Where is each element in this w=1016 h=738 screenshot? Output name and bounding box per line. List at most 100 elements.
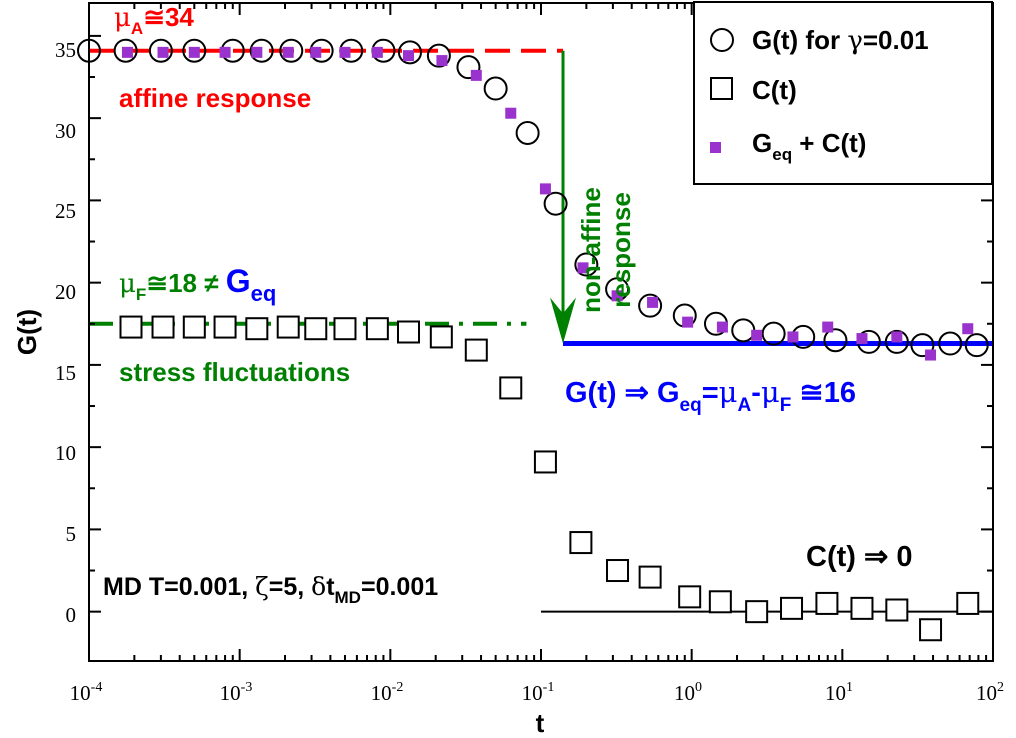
y-tick-labels: 0 5 10 15 20 25 30 35: [55, 38, 76, 627]
y-tick-label-30: 30: [55, 119, 76, 143]
geq-ct-point: [310, 46, 322, 58]
gt-point: [910, 333, 935, 358]
geq-ct-point: [371, 46, 383, 58]
gt-point: [884, 329, 909, 354]
legend-label-gt: G(t) for γ=0.01: [752, 25, 929, 56]
y-tick-label-15: 15: [55, 361, 76, 385]
y-tick-label-10: 10: [55, 441, 76, 465]
y-tick-label-25: 25: [55, 199, 76, 223]
legend-label-geq-ct: Geq + C(t): [752, 128, 866, 164]
geq-ct-point: [157, 46, 169, 58]
y-tick-label-0: 0: [66, 603, 77, 627]
annotation-nonaffine: non-affineresponse: [576, 187, 636, 313]
geq-ct-point: [925, 349, 937, 361]
legend: G(t) for γ=0.01 C(t) Geq + C(t): [693, 1, 993, 185]
gt-point: [426, 43, 451, 68]
gt-point: [148, 38, 173, 63]
ct-point: [499, 376, 523, 400]
geq-ct-point: [470, 69, 482, 81]
geq-ct-point: [339, 46, 351, 58]
geq-ct-point: [822, 321, 834, 333]
geq-ct-point: [962, 323, 974, 335]
annotation-affine-response: affine response: [119, 83, 311, 113]
legend-label-ct: C(t): [752, 75, 797, 105]
y-tick-label-35: 35: [55, 38, 76, 62]
gt-point: [515, 120, 540, 145]
ct-point: [533, 450, 557, 474]
geq-ct-point: [121, 46, 133, 58]
ct-point: [708, 590, 732, 614]
legend-box: [693, 1, 993, 185]
ct-point: [885, 598, 909, 622]
geq-ct-point: [539, 183, 551, 195]
x-tick-labels: 10-4 10-3 10-2 10-1 100 101 102: [70, 680, 1004, 705]
gt-point: [456, 55, 481, 80]
geq-ct-point: [251, 46, 263, 58]
gt-point: [483, 76, 508, 101]
x-tick-label-1e2: 102: [976, 680, 1004, 705]
x-tick-label-1e0: 100: [674, 680, 702, 705]
annotation-md-params: MD T=0.001, ζ=5, δtMD=0.001: [103, 572, 438, 607]
gt-point: [574, 252, 599, 277]
ct-point: [678, 585, 702, 609]
geq-ct-point: [219, 46, 231, 58]
annotation-stress-fluctuations: stress fluctuations: [119, 357, 350, 387]
ct-point: [956, 591, 980, 615]
x-tick-label-1e-1: 10-1: [522, 680, 555, 705]
gt-point: [761, 321, 786, 346]
geq-ct-point: [402, 50, 414, 62]
x-tick-label-1e-3: 10-3: [220, 680, 253, 705]
geq-ct-point: [505, 107, 517, 119]
ct-point: [780, 596, 804, 620]
ct-point: [638, 565, 662, 589]
ct-point: [365, 317, 389, 341]
gt-point: [638, 293, 663, 318]
nonaffine-arrow-head: [550, 297, 577, 344]
ct-point: [919, 618, 943, 642]
gt-point: [113, 38, 138, 63]
legend-square-marker: [710, 77, 733, 100]
ct-point: [429, 325, 453, 349]
ct-point: [304, 317, 328, 341]
ct-point: [606, 559, 630, 583]
y-axis-label: G(t): [12, 309, 42, 355]
ct-point: [569, 531, 593, 555]
ct-point: [396, 320, 420, 344]
gt-point: [823, 328, 848, 353]
gt-point: [182, 38, 207, 63]
geq-ct-point: [787, 331, 799, 343]
gt-point: [249, 38, 274, 63]
ct-point: [245, 317, 269, 341]
x-tick-label-1e-2: 10-2: [371, 680, 404, 705]
geq-ct-point: [751, 329, 763, 341]
geq-ct-point: [682, 316, 694, 328]
ct-point: [815, 591, 839, 615]
ct-point: [213, 315, 237, 339]
gt-point: [964, 333, 989, 358]
geq-ct-point: [856, 333, 868, 345]
geq-ct-point: [577, 262, 589, 274]
ct-point: [182, 315, 206, 339]
geq-ct-point: [282, 46, 294, 58]
x-tick-label-1e1: 101: [825, 680, 853, 705]
annotation-mu-f: μF≅18 ≠ Geq: [119, 263, 276, 306]
x-tick-label-1e-4: 10-4: [70, 680, 103, 705]
geq-ct-point: [647, 296, 659, 308]
geq-ct-point: [436, 55, 448, 67]
ct-point: [464, 338, 488, 362]
ct-point: [276, 315, 300, 339]
gt-point: [938, 331, 963, 356]
y-tick-label-20: 20: [55, 280, 76, 304]
annotation-ct-zero: C(t) ⇒ 0: [806, 541, 912, 573]
annotation-geq-limit: G(t) ⇒ Geq=μA-μF ≅16: [565, 375, 856, 416]
ct-point: [850, 596, 874, 620]
legend-circle-marker: [710, 28, 734, 52]
gt-point: [397, 40, 422, 65]
annotation-mu-a: μA≅34: [114, 2, 194, 38]
gt-point: [543, 191, 568, 216]
geq-ct-point: [891, 331, 903, 343]
geq-ct-point: [611, 290, 623, 302]
ct-point: [745, 600, 769, 624]
y-tick-label-5: 5: [66, 522, 77, 546]
